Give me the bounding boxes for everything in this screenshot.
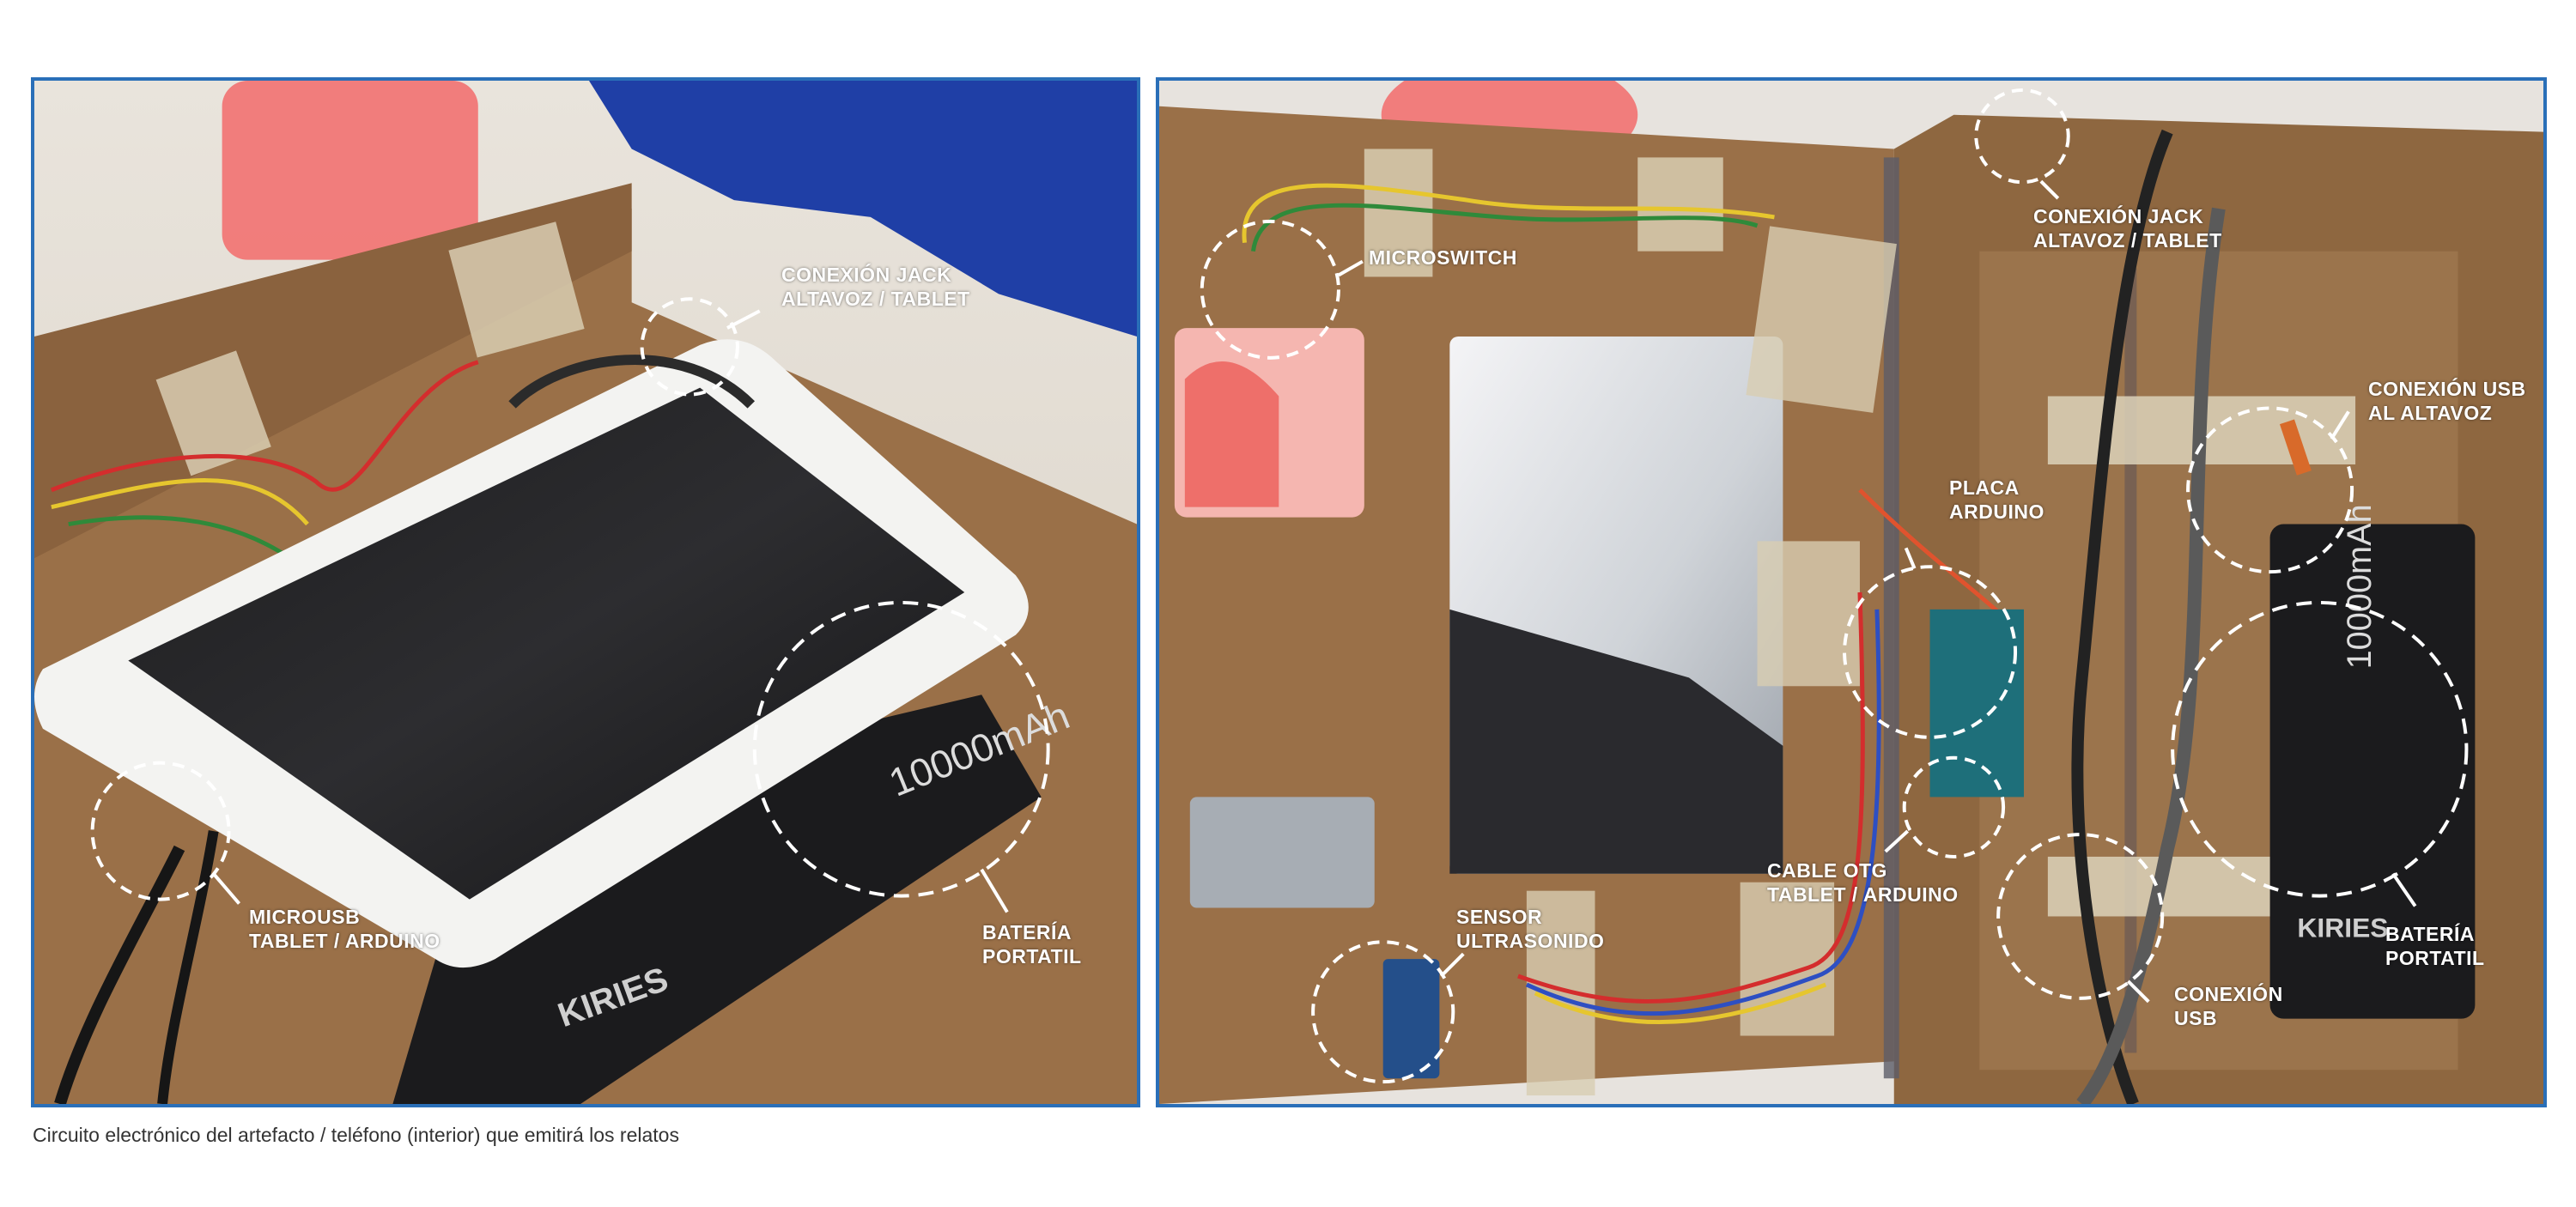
tape [448, 221, 585, 358]
leader-battery [2391, 872, 2417, 907]
label-arduino: PLACA ARDUINO [1949, 476, 2044, 523]
cable-grey [2076, 207, 2226, 1104]
wire-green [1250, 203, 1759, 252]
leader-battery [980, 868, 1009, 913]
left-photo-scene: 10000mAh KIRIES [34, 81, 1137, 1104]
label-usb: CONEXIÓN USB [2174, 983, 2283, 1029]
leader-jack [726, 309, 761, 330]
right-photo-scene: 10000mAh KIRIES [1159, 81, 2543, 1104]
label-battery: BATERÍA PORTATIL [2385, 923, 2485, 969]
window-pink [1184, 361, 1279, 507]
pink-object [222, 81, 478, 260]
wire-yellow [1534, 982, 1827, 1025]
label-jack: CONEXIÓN JACK ALTAVOZ / TABLET [781, 264, 970, 310]
photo-left: 10000mAh KIRIES CONEXIÓN JACK ALTAVOZ / T… [31, 77, 1140, 1107]
cable [54, 845, 185, 1104]
label-microswitch: MICROSWITCH [1369, 246, 1517, 269]
ultrasonic-sensor [1382, 959, 1440, 1079]
wire-yellow [1242, 183, 1775, 244]
window-grey [1189, 797, 1375, 908]
marker-jack [640, 297, 739, 397]
arduino-board [1929, 609, 2025, 798]
tape [155, 350, 271, 476]
marker-sensor [1311, 940, 1455, 1084]
battery-print: 10000mAh [2341, 504, 2379, 669]
marker-battery [752, 600, 1050, 898]
brand-print: KIRIES [2297, 912, 2388, 943]
wire-red [50, 360, 479, 493]
marker-arduino [1843, 565, 2018, 739]
tablet-screen [128, 387, 965, 900]
marker-microswitch [1200, 219, 1340, 360]
usb-plug [2279, 419, 2312, 476]
wire-blue [1525, 609, 1881, 1016]
photo-right: 10000mAh KIRIES CONEXIÓN JACK ALTAVOZ / T… [1156, 77, 2547, 1107]
figure-caption: Circuito electrónico del artefacto / tel… [33, 1124, 679, 1146]
marker-microusb [90, 761, 231, 901]
marker-otg [1902, 755, 2006, 858]
marker-battery [2171, 600, 2469, 898]
cable [2071, 129, 2173, 1104]
leader-arduino [1904, 547, 1917, 569]
slot [2124, 268, 2137, 1053]
marker-jack [1974, 88, 2070, 185]
cable [157, 830, 219, 1104]
leader-sensor [1439, 952, 1465, 978]
label-usb-speaker: CONEXIÓN USB AL ALTAVOZ [2368, 378, 2526, 424]
leader-usb [2126, 980, 2150, 1004]
marker-usb [1996, 833, 2165, 1000]
wire-green [68, 515, 292, 561]
mirror-reflection [1449, 609, 1783, 874]
blue-strap [588, 81, 1137, 337]
wire-yellow [51, 478, 309, 526]
tape [1746, 226, 1897, 413]
label-sensor: SENSOR ULTRASONIDO [1456, 906, 1605, 952]
label-jack: CONEXIÓN JACK ALTAVOZ / TABLET [2033, 205, 2222, 252]
wire-red [1517, 591, 1865, 1004]
tape [1757, 541, 1860, 687]
leader-microswitch [1337, 259, 1364, 277]
tape [1364, 149, 1433, 277]
leader-microusb [212, 872, 241, 905]
label-otg: CABLE OTG TABLET / ARDUINO [1767, 859, 1959, 906]
marker-usb-speaker [2186, 406, 2354, 574]
leader-usb-speaker [2330, 410, 2350, 440]
tape [1637, 157, 1723, 252]
label-microusb: MICROUSB TABLET / ARDUINO [249, 906, 440, 952]
label-battery: BATERÍA PORTATIL [982, 921, 1082, 967]
leader-otg [1884, 829, 1910, 853]
leader-jack [2039, 179, 2060, 200]
